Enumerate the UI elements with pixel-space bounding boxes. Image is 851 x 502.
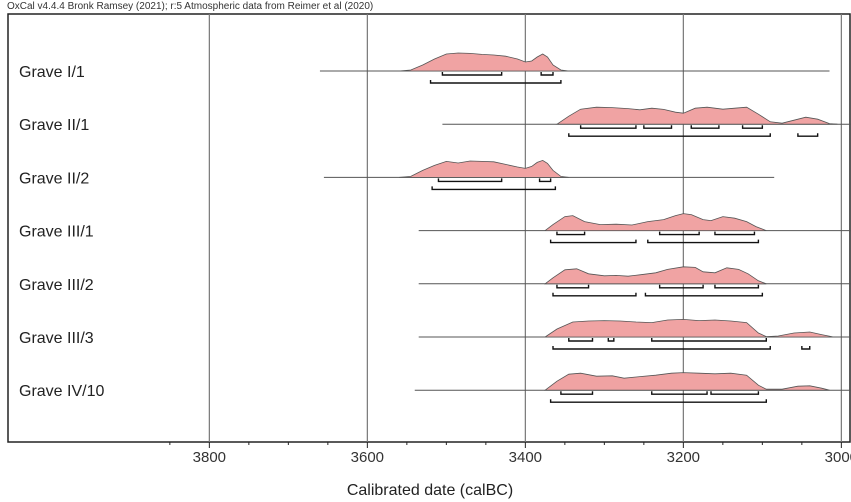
x-tick-label-3000: 3000 (825, 449, 851, 466)
range-68-4-2 (658, 231, 700, 236)
range-68-6-2 (607, 338, 615, 342)
range-95-1-1 (429, 80, 562, 84)
grave-label-6: Grave III/3 (19, 330, 94, 347)
grave-label-1: Grave I/1 (19, 64, 85, 81)
range-95-5-1 (552, 292, 637, 297)
range-68-7-2 (651, 391, 708, 395)
density-area-4 (543, 213, 767, 231)
density-area-2 (555, 106, 838, 125)
range-95-6-1 (552, 346, 771, 350)
grave-row-7: Grave IV/10 (19, 372, 851, 403)
range-68-1-2 (540, 72, 554, 76)
x-tick-label-3800: 3800 (193, 449, 226, 466)
density-area-5 (543, 266, 767, 285)
range-68-2-2 (643, 125, 673, 129)
density-area-7 (543, 372, 830, 391)
range-68-4-3 (714, 231, 756, 236)
range-68-2-4 (741, 125, 764, 129)
range-95-2-2 (797, 133, 819, 137)
range-68-5-2 (658, 284, 704, 289)
range-68-2-1 (579, 125, 637, 129)
density-area-3 (398, 159, 569, 178)
range-68-7-1 (560, 391, 594, 395)
range-68-1-1 (441, 72, 503, 76)
range-95-4-2 (647, 239, 760, 244)
range-68-5-3 (714, 284, 760, 289)
range-68-5-1 (556, 284, 590, 289)
range-68-3-1 (437, 178, 503, 183)
range-95-2-1 (568, 133, 771, 137)
grave-row-5: Grave III/2 (19, 266, 851, 297)
grave-row-4: Grave III/1 (19, 213, 851, 244)
range-95-7-1 (549, 399, 767, 403)
grave-row-2: Grave II/1 (19, 106, 851, 137)
range-68-2-3 (690, 125, 720, 129)
grave-row-1: Grave I/1 (19, 52, 830, 84)
range-68-3-2 (538, 178, 552, 183)
range-68-7-3 (710, 391, 760, 395)
oxcal-header: OxCal v4.4.4 Bronk Ramsey (2021); r:5 At… (7, 1, 374, 12)
density-area-1 (398, 52, 569, 72)
range-95-6-2 (801, 346, 811, 350)
range-68-4-1 (556, 231, 586, 236)
x-tick-label-3400: 3400 (509, 449, 542, 466)
grave-label-3: Grave II/2 (19, 170, 89, 187)
grave-row-6: Grave III/3 (19, 318, 851, 350)
range-95-4-1 (549, 239, 637, 244)
series-group: Grave I/1 Grave II/1 Grave II/2 Grave III/1… (19, 52, 851, 403)
grave-label-2: Grave II/1 (19, 117, 89, 134)
grave-label-5: Grave III/2 (19, 277, 94, 294)
range-68-6-3 (651, 338, 767, 342)
range-95-5-2 (644, 292, 764, 297)
plot-frame (7, 13, 851, 443)
grave-row-3: Grave II/2 (19, 159, 775, 191)
range-95-3-1 (431, 186, 557, 191)
x-tick-label-3200: 3200 (667, 449, 700, 466)
density-area-6 (543, 318, 834, 338)
x-tick-label-3600: 3600 (351, 449, 384, 466)
x-axis: 3800 3600 3400 3200 3000 (169, 442, 851, 466)
grave-label-4: Grave III/1 (19, 224, 94, 241)
x-axis-title: Calibrated date (calBC) (347, 482, 513, 499)
range-68-6-1 (568, 338, 594, 342)
grave-label-7: Grave IV/10 (19, 383, 104, 400)
